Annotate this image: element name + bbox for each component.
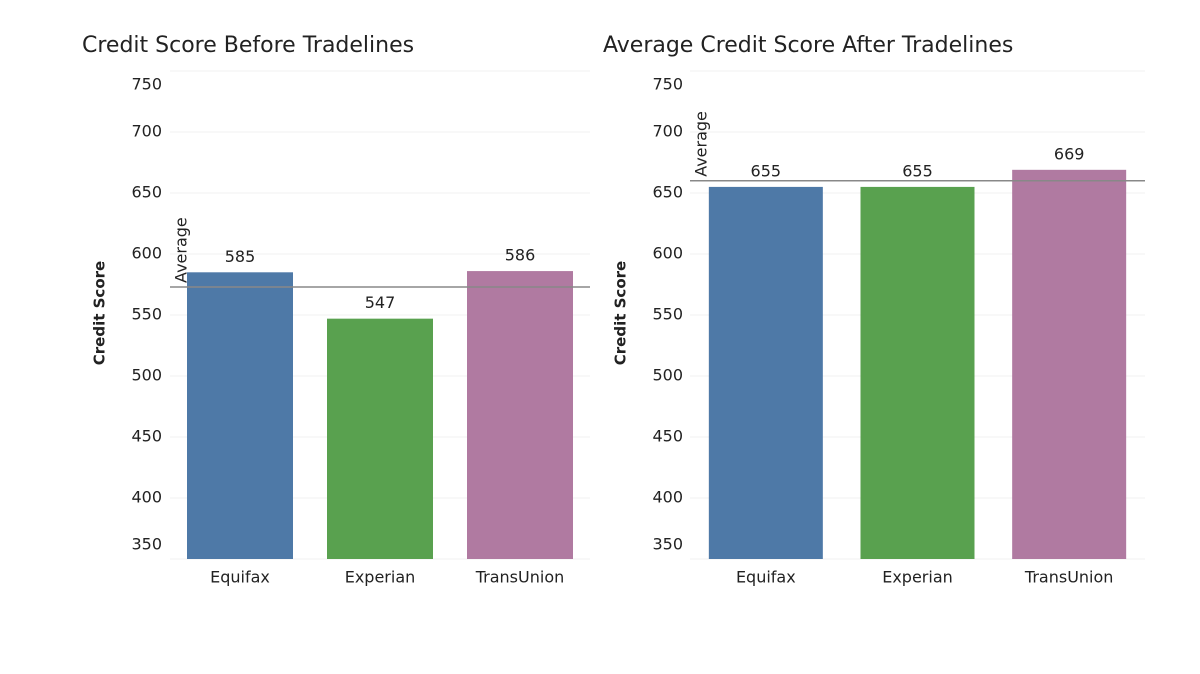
y-tick-label: 350 xyxy=(652,535,683,554)
x-tick-label: Experian xyxy=(345,568,416,587)
bar xyxy=(1012,169,1127,559)
y-axis-title: Credit Score xyxy=(612,261,630,365)
y-tick-label: 400 xyxy=(652,488,683,507)
y-tick-label: 600 xyxy=(131,244,162,263)
value-label: 586 xyxy=(505,246,536,265)
y-tick-label: 450 xyxy=(131,427,162,446)
bar xyxy=(467,271,573,559)
average-label: Average xyxy=(692,111,711,177)
chart-title: Credit Score Before Tradelines xyxy=(82,33,414,58)
bar xyxy=(187,272,293,559)
value-label: 547 xyxy=(365,293,396,312)
y-tick-label: 500 xyxy=(652,366,683,385)
y-tick-label: 500 xyxy=(131,366,162,385)
y-tick-label: 550 xyxy=(131,305,162,324)
bar xyxy=(708,186,823,559)
bar xyxy=(327,318,433,559)
y-tick-label: 750 xyxy=(652,75,683,94)
value-label: 669 xyxy=(1054,144,1085,163)
y-tick-label: 700 xyxy=(652,122,683,141)
y-tick-label: 750 xyxy=(131,75,162,94)
x-tick-label: Equifax xyxy=(736,568,796,587)
y-tick-label: 600 xyxy=(652,244,683,263)
x-tick-label: TransUnion xyxy=(1024,568,1114,587)
y-tick-label: 400 xyxy=(131,488,162,507)
x-tick-label: Equifax xyxy=(210,568,270,587)
y-axis-title: Credit Score xyxy=(91,261,109,365)
value-label: 585 xyxy=(225,247,256,266)
y-tick-label: 350 xyxy=(131,535,162,554)
x-tick-label: TransUnion xyxy=(475,568,565,587)
y-tick-label: 650 xyxy=(652,183,683,202)
y-tick-label: 550 xyxy=(652,305,683,324)
y-tick-label: 450 xyxy=(652,427,683,446)
average-label: Average xyxy=(172,217,191,283)
x-tick-label: Experian xyxy=(882,568,953,587)
y-tick-label: 650 xyxy=(131,183,162,202)
bar xyxy=(860,186,975,559)
value-label: 655 xyxy=(902,161,933,180)
y-tick-label: 700 xyxy=(131,122,162,141)
value-label: 655 xyxy=(751,161,782,180)
chart-title: Average Credit Score After Tradelines xyxy=(603,33,1013,58)
